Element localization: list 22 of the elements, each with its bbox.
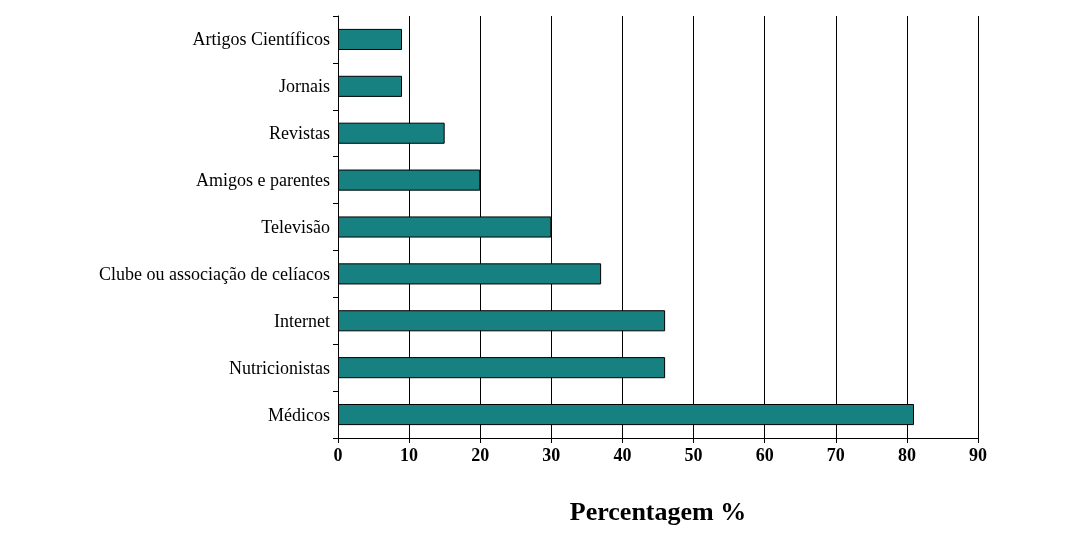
x-tick-label: 0 <box>333 445 343 465</box>
x-axis-title: Percentagem % <box>569 496 747 526</box>
y-tick-label: Nutricionistas <box>229 357 330 378</box>
x-tick-label: 20 <box>471 445 490 465</box>
y-tick-label: Televisão <box>261 217 330 237</box>
y-tick-label: Amigos e parentes <box>196 170 330 191</box>
y-tick-label: Jornais <box>279 76 330 97</box>
x-tick-label: 10 <box>400 445 419 465</box>
x-tick-label: 50 <box>684 445 703 465</box>
y-tick-label: Internet <box>274 310 330 331</box>
x-tick-label: 80 <box>897 445 916 465</box>
y-tick-label: Clube ou associação de celíacos <box>99 263 330 284</box>
x-tick-label: 60 <box>755 445 774 465</box>
y-tick-label: Artigos Científicos <box>192 29 330 50</box>
x-tick-label: 90 <box>969 445 987 465</box>
bar <box>338 28 402 50</box>
y-tick-label: Médicos <box>268 404 330 425</box>
bar <box>338 75 402 97</box>
x-tick-label: 40 <box>613 445 632 465</box>
x-tick-label: 30 <box>542 445 561 465</box>
y-tick-label: Revistas <box>269 123 330 144</box>
x-tick-label: 70 <box>826 445 845 465</box>
